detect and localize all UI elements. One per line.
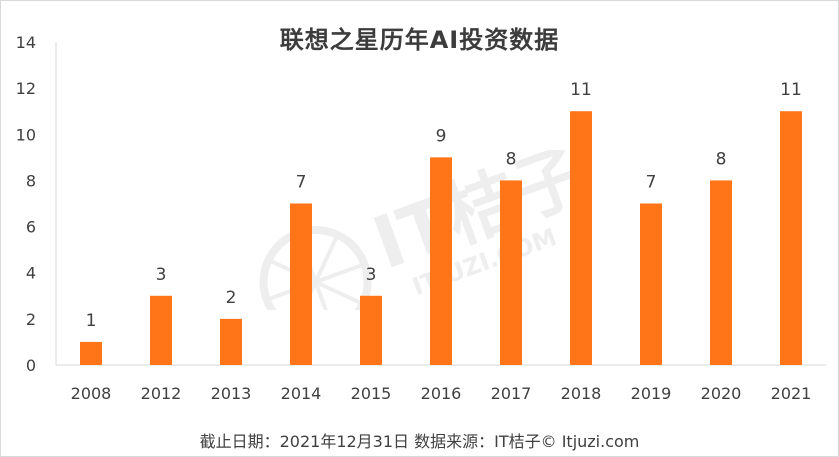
y-tick-label: 14	[16, 33, 36, 52]
y-tick-label: 2	[26, 310, 36, 329]
x-tick-label: 2020	[701, 384, 742, 403]
data-label: 11	[780, 80, 802, 100]
footer-source: 截止日期：2021年12月31日 数据来源：IT桔子© Itjuzi.com	[199, 432, 640, 451]
y-tick-label: 12	[16, 79, 36, 98]
x-tick-label: 2017	[491, 384, 532, 403]
y-tick-label: 10	[16, 125, 36, 144]
bar	[570, 111, 592, 365]
bar	[710, 180, 732, 365]
data-label: 11	[570, 80, 592, 100]
y-tick-label: 4	[26, 264, 36, 283]
bar	[780, 111, 802, 365]
data-label: 1	[86, 311, 97, 331]
bar	[430, 157, 452, 365]
x-tick-label: 2008	[71, 384, 112, 403]
bar	[220, 318, 242, 365]
x-tick-label: 2016	[421, 384, 462, 403]
bar	[500, 180, 522, 365]
bar	[640, 203, 662, 365]
y-tick-label: 6	[26, 218, 36, 237]
y-tick-label: 8	[26, 171, 36, 190]
chart-title: 联想之星历年AI投资数据	[279, 26, 560, 54]
x-tick-label: 2019	[631, 384, 672, 403]
data-label: 8	[506, 149, 517, 169]
data-label: 3	[366, 265, 377, 285]
x-tick-label: 2012	[141, 384, 182, 403]
bar	[360, 295, 382, 365]
y-axis: 0 2 4 6 8 10 12 14	[16, 33, 57, 375]
bar	[80, 341, 102, 365]
y-tick-label: 0	[26, 356, 36, 375]
x-tick-label: 2013	[211, 384, 252, 403]
bar	[150, 295, 172, 365]
data-label: 9	[436, 126, 447, 146]
data-label: 8	[716, 149, 727, 169]
data-label: 3	[156, 265, 167, 285]
data-label: 7	[646, 173, 657, 193]
x-tick-label: 2014	[281, 384, 322, 403]
x-tick-label: 2015	[351, 384, 392, 403]
bar-series: 1 3 2 7 3 9 8 11 7 8 11	[80, 80, 802, 365]
bar	[290, 203, 312, 365]
data-label: 7	[296, 173, 307, 193]
x-axis: 2008 2012 2013 2014 2015 2016 2017 2018 2019 2020…	[56, 364, 826, 403]
x-tick-label: 2021	[771, 384, 812, 403]
data-label: 2	[226, 288, 237, 308]
x-tick-label: 2018	[561, 384, 602, 403]
